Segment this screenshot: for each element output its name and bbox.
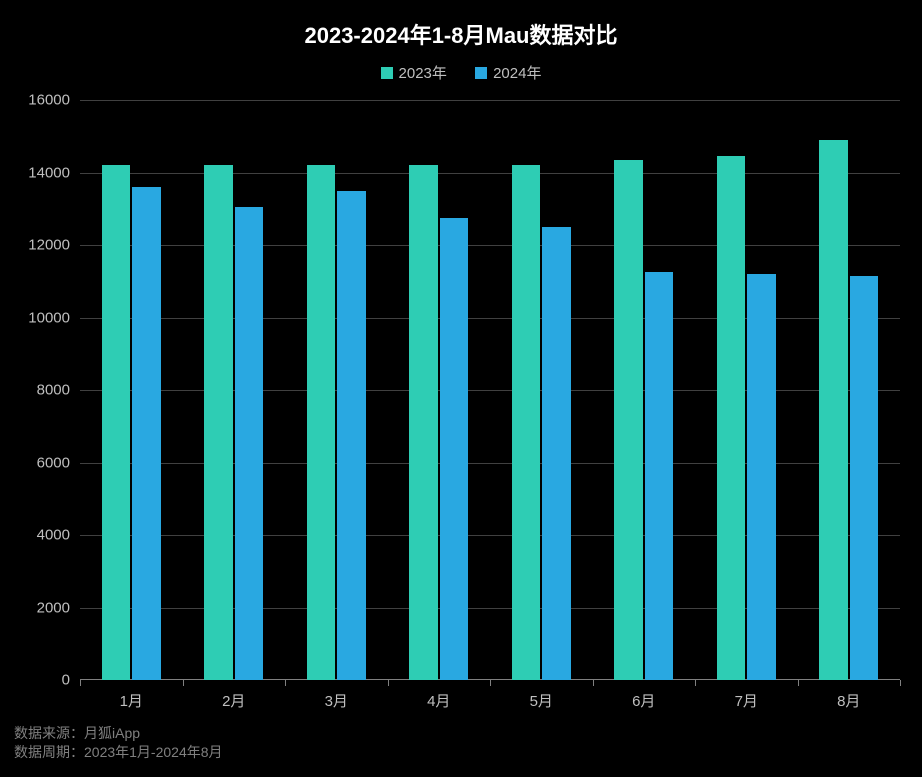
bar <box>307 165 336 680</box>
legend-swatch-2023 <box>381 67 393 79</box>
chart-container: 2023-2024年1-8月Mau数据对比 2023年 2024年 020004… <box>0 0 922 777</box>
bar <box>512 165 541 680</box>
legend-item-2023: 2023年 <box>381 62 447 83</box>
x-tick-label: 6月 <box>632 680 655 711</box>
y-tick-label: 6000 <box>37 454 80 471</box>
x-tick-mark <box>183 680 184 686</box>
y-tick-label: 0 <box>62 672 80 689</box>
footer-period: 数据周期：2023年1月-2024年8月 <box>14 743 223 763</box>
x-tick-label: 1月 <box>120 680 143 711</box>
footer-source-value: 月狐iApp <box>84 725 140 741</box>
footer: 数据来源：月狐iApp 数据周期：2023年1月-2024年8月 <box>14 724 223 763</box>
plot-area: 02000400060008000100001200014000160001月2… <box>80 100 900 680</box>
bar <box>645 272 674 680</box>
grid-line <box>80 173 900 174</box>
y-tick-label: 12000 <box>28 237 80 254</box>
x-tick-label: 7月 <box>735 680 758 711</box>
bar <box>337 191 366 680</box>
x-tick-mark <box>695 680 696 686</box>
bar <box>204 165 233 680</box>
grid-line <box>80 100 900 101</box>
bar <box>850 276 879 680</box>
x-tick-label: 8月 <box>837 680 860 711</box>
bar <box>614 160 643 680</box>
grid-line <box>80 463 900 464</box>
footer-period-label: 数据周期： <box>14 744 84 760</box>
bar <box>717 156 746 680</box>
y-tick-label: 16000 <box>28 92 80 109</box>
y-tick-label: 8000 <box>37 382 80 399</box>
bar <box>409 165 438 680</box>
bar <box>542 227 571 680</box>
y-tick-label: 14000 <box>28 164 80 181</box>
y-tick-label: 10000 <box>28 309 80 326</box>
bar <box>102 165 131 680</box>
x-tick-mark <box>798 680 799 686</box>
legend-label-2024: 2024年 <box>493 62 541 83</box>
grid-line <box>80 245 900 246</box>
chart-title: 2023-2024年1-8月Mau数据对比 <box>0 18 922 50</box>
x-tick-label: 4月 <box>427 680 450 711</box>
footer-source: 数据来源：月狐iApp <box>14 724 223 744</box>
x-tick-mark <box>900 680 901 686</box>
bar <box>235 207 264 680</box>
footer-period-value: 2023年1月-2024年8月 <box>84 744 223 760</box>
x-tick-mark <box>593 680 594 686</box>
bar <box>747 274 776 680</box>
bar <box>819 140 848 680</box>
footer-source-label: 数据来源： <box>14 725 84 741</box>
x-tick-label: 3月 <box>325 680 348 711</box>
legend-label-2023: 2023年 <box>399 62 447 83</box>
grid-line <box>80 318 900 319</box>
x-tick-label: 5月 <box>530 680 553 711</box>
x-tick-mark <box>80 680 81 686</box>
legend-swatch-2024 <box>475 67 487 79</box>
y-tick-label: 4000 <box>37 527 80 544</box>
grid-line <box>80 390 900 391</box>
legend: 2023年 2024年 <box>0 62 922 83</box>
bar <box>440 218 469 680</box>
grid-line <box>80 535 900 536</box>
x-tick-mark <box>490 680 491 686</box>
grid-line <box>80 608 900 609</box>
bar <box>132 187 161 680</box>
legend-item-2024: 2024年 <box>475 62 541 83</box>
y-tick-label: 2000 <box>37 599 80 616</box>
x-tick-mark <box>388 680 389 686</box>
x-tick-mark <box>285 680 286 686</box>
x-tick-label: 2月 <box>222 680 245 711</box>
